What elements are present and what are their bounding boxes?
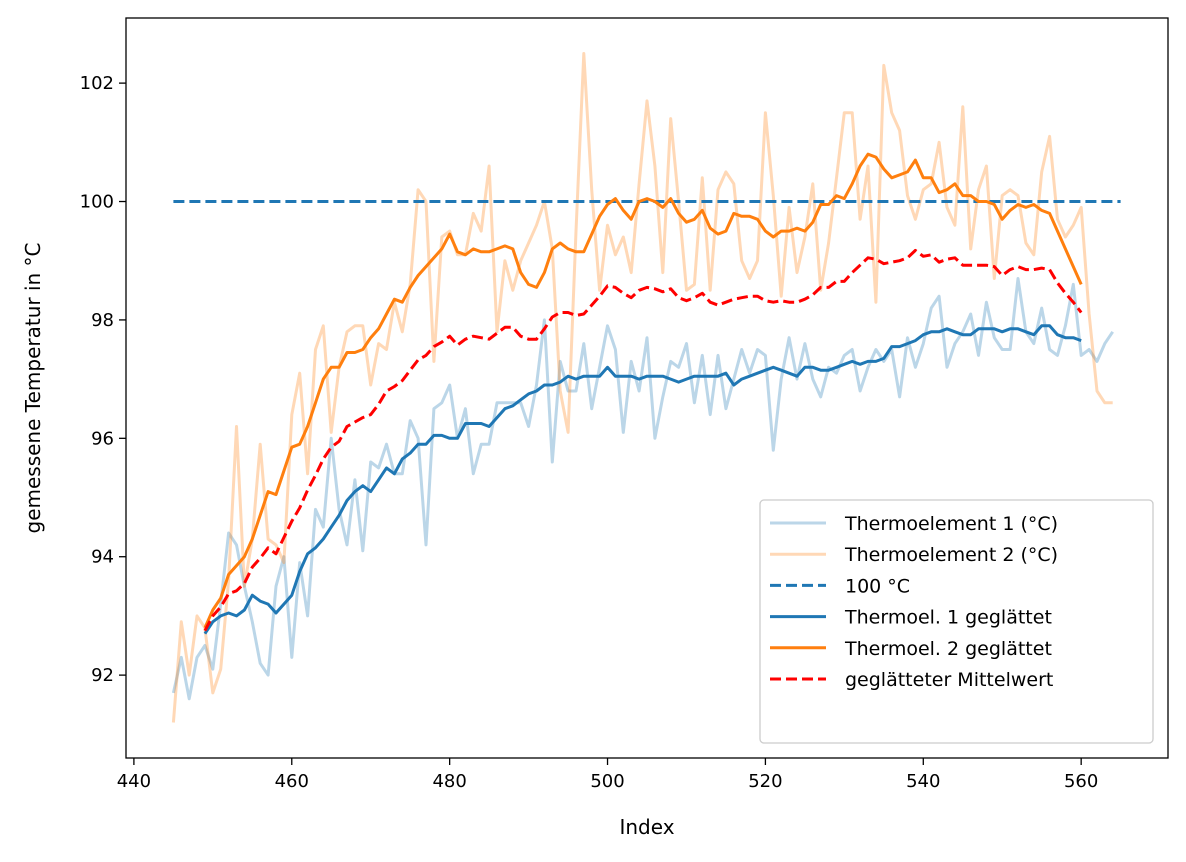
y-tick-label: 100 — [80, 192, 114, 213]
series-line-3 — [203, 324, 1082, 635]
x-tick-label: 560 — [1064, 771, 1098, 792]
legend-box — [759, 499, 1154, 744]
legend-label: Thermoel. 1 geglättet — [844, 607, 1052, 629]
x-axis-label: Index — [619, 815, 674, 839]
axes-frame — [125, 17, 1169, 759]
series-line-0 — [171, 277, 1114, 701]
y-tick-label: 96 — [91, 428, 114, 449]
series-line-1 — [171, 52, 1113, 723]
y-axis-label: gemessene Temperatur in °C — [21, 242, 45, 533]
legend-label: Thermoelement 1 (°C) — [844, 513, 1058, 535]
series-line-4 — [203, 152, 1083, 629]
x-tick-label: 460 — [275, 771, 309, 792]
plot-area — [171, 52, 1121, 723]
y-tick-label: 98 — [91, 310, 114, 331]
x-axis: 440 460 480 500 520 540 560 — [117, 758, 1098, 792]
y-tick-label: 94 — [91, 547, 114, 568]
x-tick-label: 500 — [590, 771, 624, 792]
legend-label: 100 °C — [845, 575, 910, 597]
y-tick-label: 92 — [91, 665, 114, 686]
legend-label: geglätteter Mittelwert — [845, 669, 1053, 691]
x-tick-label: 540 — [906, 771, 940, 792]
x-tick-label: 440 — [117, 771, 151, 792]
y-axis: 92 94 96 98 100 102 — [80, 73, 126, 686]
legend: Thermoelement 1 (°C) Thermoelement 2 (°C)… — [759, 499, 1154, 744]
x-tick-label: 520 — [748, 771, 782, 792]
legend-label: Thermoel. 2 geglättet — [844, 638, 1052, 660]
series-line-5 — [203, 248, 1083, 632]
legend-label: Thermoelement 2 (°C) — [844, 544, 1058, 566]
y-tick-label: 102 — [80, 73, 114, 94]
x-tick-label: 480 — [432, 771, 466, 792]
